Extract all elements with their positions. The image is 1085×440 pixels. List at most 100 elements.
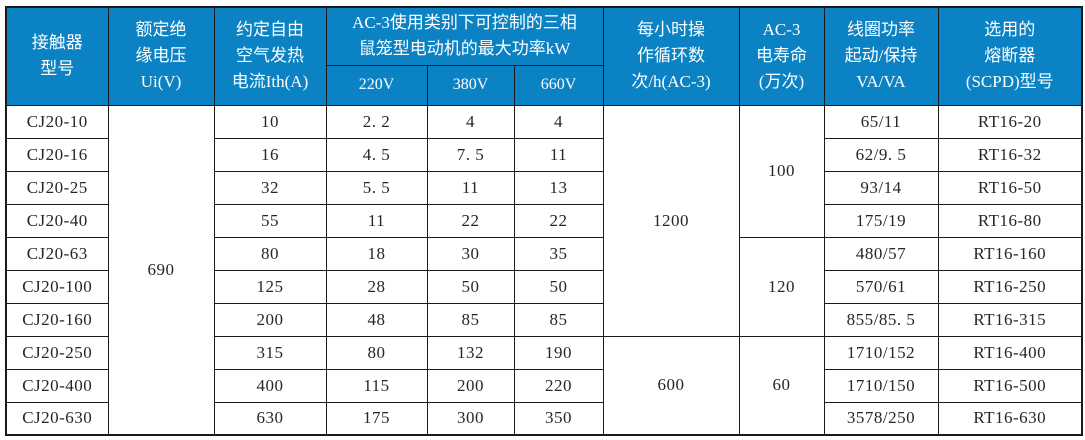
cell-power-380: 200 bbox=[426, 368, 515, 403]
table-row: CJ20-40 55 11 22 22 175/19 RT16-80 bbox=[5, 203, 1083, 238]
header-thermal-current: 约定自由 空气发热 电流Ith(A) bbox=[213, 6, 327, 106]
cell-power-380: 7. 5 bbox=[426, 137, 515, 172]
cell-model: CJ20-630 bbox=[5, 401, 109, 436]
cell-life-merged: 60 bbox=[738, 335, 825, 436]
table-row: CJ20-250 315 80 132 190 600 60 1710/152 … bbox=[5, 335, 1083, 436]
cell-coil-power: 3578/250 bbox=[823, 401, 939, 436]
header-ac3-life: AC-3 电寿命 (万次) bbox=[738, 6, 825, 106]
cell-power-380: 132 bbox=[426, 335, 515, 370]
cell-coil-power: 1710/150 bbox=[823, 368, 939, 403]
cell-ith: 125 bbox=[213, 269, 327, 304]
cell-power-660: 35 bbox=[513, 236, 604, 271]
cell-power-660: 22 bbox=[513, 203, 604, 238]
cell-cycles-merged: 600 bbox=[602, 335, 740, 436]
cell-power-660: 190 bbox=[513, 335, 604, 370]
header-220v: 220V bbox=[325, 64, 428, 106]
cell-model: CJ20-100 bbox=[5, 269, 109, 304]
cell-power-660: 13 bbox=[513, 170, 604, 205]
header-cycles-per-hour: 每小时操 作循环数 次/h(AC-3) bbox=[602, 6, 740, 106]
cell-fuse: RT16-20 bbox=[937, 104, 1083, 139]
header-contactor-model: 接触器 型号 bbox=[5, 6, 109, 106]
cell-cycles-merged: 1200 bbox=[602, 104, 740, 337]
cell-ith: 16 bbox=[213, 137, 327, 172]
cell-power-220: 4. 5 bbox=[325, 137, 428, 172]
cell-power-220: 28 bbox=[325, 269, 428, 304]
cell-insulation-voltage-merged: 690 bbox=[107, 104, 215, 436]
cell-fuse: RT16-32 bbox=[937, 137, 1083, 172]
cell-model: CJ20-250 bbox=[5, 335, 109, 370]
cell-power-380: 85 bbox=[426, 302, 515, 337]
cell-power-220: 11 bbox=[325, 203, 428, 238]
table-row: CJ20-100 125 28 50 50 570/61 RT16-250 bbox=[5, 269, 1083, 304]
cell-fuse: RT16-400 bbox=[937, 335, 1083, 370]
cell-power-660: 85 bbox=[513, 302, 604, 337]
cell-fuse: RT16-630 bbox=[937, 401, 1083, 436]
cell-ith: 315 bbox=[213, 335, 327, 370]
cell-model: CJ20-160 bbox=[5, 302, 109, 337]
cell-ith: 10 bbox=[213, 104, 327, 139]
cell-ith: 55 bbox=[213, 203, 327, 238]
header-380v: 380V bbox=[426, 64, 515, 106]
cell-ith: 200 bbox=[213, 302, 327, 337]
cell-power-220: 48 bbox=[325, 302, 428, 337]
cell-power-660: 220 bbox=[513, 368, 604, 403]
cell-coil-power: 1710/152 bbox=[823, 335, 939, 370]
cell-coil-power: 175/19 bbox=[823, 203, 939, 238]
cell-power-220: 18 bbox=[325, 236, 428, 271]
cell-fuse: RT16-80 bbox=[937, 203, 1083, 238]
cell-power-220: 115 bbox=[325, 368, 428, 403]
cell-power-380: 300 bbox=[426, 401, 515, 436]
cell-coil-power: 65/11 bbox=[823, 104, 939, 139]
header-660v: 660V bbox=[513, 64, 604, 106]
cell-model: CJ20-10 bbox=[5, 104, 109, 139]
table-row: CJ20-160 200 48 85 85 855/85. 5 RT16-315 bbox=[5, 302, 1083, 337]
cell-power-380: 4 bbox=[426, 104, 515, 139]
cell-ith: 630 bbox=[213, 401, 327, 436]
cell-fuse: RT16-50 bbox=[937, 170, 1083, 205]
table-row: CJ20-25 32 5. 5 11 13 93/14 RT16-50 bbox=[5, 170, 1083, 205]
cell-power-220: 2. 2 bbox=[325, 104, 428, 139]
cell-power-380: 11 bbox=[426, 170, 515, 205]
cell-fuse: RT16-250 bbox=[937, 269, 1083, 304]
cell-coil-power: 480/57 bbox=[823, 236, 939, 271]
cell-fuse: RT16-160 bbox=[937, 236, 1083, 271]
cell-life-merged: 120 bbox=[738, 236, 825, 337]
cell-coil-power: 93/14 bbox=[823, 170, 939, 205]
contactor-spec-table: 接触器 型号 额定绝 缘电压 Ui(V) 约定自由 空气发热 电流Ith(A) … bbox=[5, 6, 1083, 436]
cell-coil-power: 570/61 bbox=[823, 269, 939, 304]
cell-power-220: 80 bbox=[325, 335, 428, 370]
cell-ith: 400 bbox=[213, 368, 327, 403]
cell-model: CJ20-16 bbox=[5, 137, 109, 172]
header-rated-insulation-voltage: 额定绝 缘电压 Ui(V) bbox=[107, 6, 215, 106]
cell-ith: 32 bbox=[213, 170, 327, 205]
cell-power-380: 22 bbox=[426, 203, 515, 238]
cell-coil-power: 855/85. 5 bbox=[823, 302, 939, 337]
cell-model: CJ20-40 bbox=[5, 203, 109, 238]
cell-model: CJ20-63 bbox=[5, 236, 109, 271]
table-body: CJ20-10 690 10 2. 2 4 4 1200 100 65/11 R… bbox=[5, 104, 1083, 436]
header-row-sub: 220V 380V 660V bbox=[6, 64, 1082, 106]
cell-power-380: 50 bbox=[426, 269, 515, 304]
cell-fuse: RT16-315 bbox=[937, 302, 1083, 337]
header-fuse-type: 选用的 熔断器 (SCPD)型号 bbox=[937, 6, 1083, 106]
header-row-top: 接触器 型号 额定绝 缘电压 Ui(V) 约定自由 空气发热 电流Ith(A) … bbox=[5, 6, 1083, 106]
table-row: CJ20-63 80 18 30 35 120 480/57 RT16-160 bbox=[5, 236, 1083, 337]
cell-model: CJ20-25 bbox=[5, 170, 109, 205]
cell-power-660: 50 bbox=[513, 269, 604, 304]
cell-power-660: 11 bbox=[513, 137, 604, 172]
cell-model: CJ20-400 bbox=[5, 368, 109, 403]
table-row: CJ20-630 630 175 300 350 3578/250 RT16-6… bbox=[5, 401, 1083, 436]
cell-power-380: 30 bbox=[426, 236, 515, 271]
table-row: CJ20-400 400 115 200 220 1710/150 RT16-5… bbox=[5, 368, 1083, 403]
table-header: 接触器 型号 额定绝 缘电压 Ui(V) 约定自由 空气发热 电流Ith(A) … bbox=[5, 6, 1083, 106]
cell-fuse: RT16-500 bbox=[937, 368, 1083, 403]
cell-coil-power: 62/9. 5 bbox=[823, 137, 939, 172]
cell-ith: 80 bbox=[213, 236, 327, 271]
cell-power-220: 5. 5 bbox=[325, 170, 428, 205]
table-row: CJ20-16 16 4. 5 7. 5 11 62/9. 5 RT16-32 bbox=[5, 137, 1083, 172]
cell-life-merged: 100 bbox=[738, 104, 825, 238]
table-row: CJ20-10 690 10 2. 2 4 4 1200 100 65/11 R… bbox=[5, 104, 1083, 436]
header-coil-power: 线圈功率 起动/保持 VA/VA bbox=[823, 6, 939, 106]
cell-power-660: 4 bbox=[513, 104, 604, 139]
